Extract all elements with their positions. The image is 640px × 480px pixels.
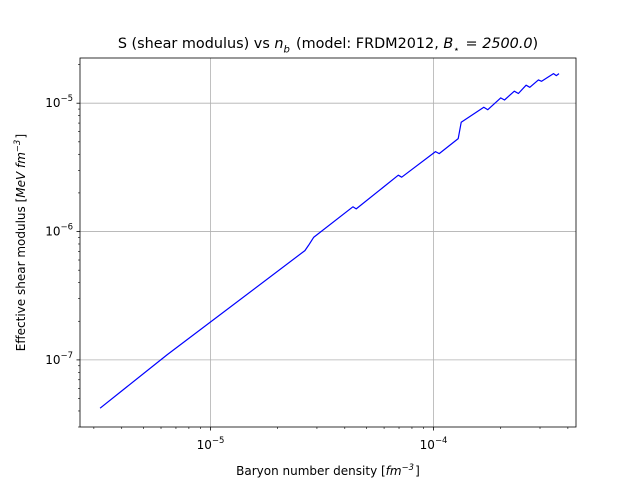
- y-axis-label: Effective shear modulus [MeV fm−3 ]: [12, 134, 28, 351]
- y-tick-label: 10−5: [45, 94, 73, 110]
- x-tick-label: 10−5: [197, 436, 225, 452]
- y-tick-label: 10−6: [45, 223, 73, 239]
- grid-lines: [80, 58, 576, 427]
- chart-title: S (shear modulus) vs nb (model: FRDM2012…: [118, 36, 538, 55]
- y-tick-label: 10−7: [45, 351, 73, 367]
- plot-frame: [79, 57, 577, 428]
- axis-ticks: 10−5 10−4 10−7 10−6 10−5: [45, 64, 569, 452]
- series-line: [99, 72, 560, 409]
- x-axis-label: Baryon number density [fm−3 ]: [236, 462, 420, 478]
- data-series: [99, 72, 560, 409]
- x-tick-label: 10−4: [420, 436, 448, 452]
